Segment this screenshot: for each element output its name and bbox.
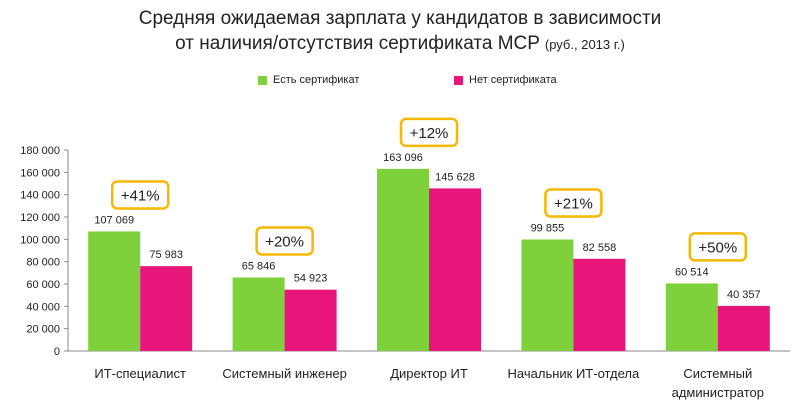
data-label: 60 514 — [675, 266, 709, 278]
y-tick-label: 20 000 — [26, 324, 60, 336]
data-label: 40 357 — [727, 289, 761, 301]
y-tick-label: 60 000 — [26, 279, 60, 291]
y-tick-label: 40 000 — [26, 301, 60, 313]
bar — [521, 239, 574, 351]
y-tick-label: 80 000 — [26, 257, 60, 269]
y-tick-label: 100 000 — [20, 234, 60, 246]
annotation-box — [544, 188, 603, 218]
legend-label-certified: Есть сертификат — [273, 74, 360, 86]
bar — [717, 305, 770, 351]
x-tick-label: администратор — [672, 385, 764, 400]
bar — [88, 231, 141, 351]
annotation-box — [110, 180, 170, 210]
y-tick-label: 0 — [54, 346, 60, 358]
bar — [284, 289, 337, 351]
x-tick-label: Системный инженер — [222, 366, 347, 381]
annotation-label: +50% — [698, 239, 737, 256]
chart-title-main: от наличия/отсутствия сертификата MCP — [175, 33, 540, 54]
bar — [232, 277, 285, 351]
legend-item-certified: Есть сертификат — [258, 74, 359, 86]
legend-swatch-uncertified — [454, 75, 463, 85]
data-label: 145 628 — [435, 171, 475, 183]
annotation-box — [688, 232, 748, 262]
bar — [665, 283, 718, 351]
y-tick-label: 120 000 — [20, 212, 60, 224]
data-label: 163 096 — [383, 152, 423, 164]
bar — [429, 188, 481, 351]
legend: Есть сертификат Нет сертификата — [0, 74, 800, 92]
chart-title-suffix: (руб., 2013 г.) — [544, 37, 625, 52]
legend-item-uncertified: Нет сертификата — [454, 74, 557, 86]
data-label: 82 558 — [583, 242, 617, 254]
x-tick-label: Директор ИТ — [390, 366, 468, 381]
annotation-label: +41% — [121, 187, 160, 204]
data-label: 107 069 — [94, 214, 134, 226]
legend-swatch-certified — [258, 75, 267, 85]
data-label: 65 846 — [242, 260, 276, 272]
y-tick-label: 160 000 — [20, 167, 60, 179]
y-tick-label: 180 000 — [20, 145, 60, 157]
data-label: 99 855 — [531, 222, 565, 234]
annotation-label: +12% — [410, 125, 449, 142]
x-tick-label: ИТ-специалист — [94, 366, 186, 381]
legend-label-uncertified: Нет сертификата — [469, 74, 557, 86]
bar — [140, 266, 193, 351]
data-label: 75 983 — [149, 249, 183, 261]
bar — [377, 168, 429, 351]
chart-title: Средняя ожидаемая зарплата у кандидатов … — [138, 8, 662, 29]
annotation-label: +20% — [265, 233, 304, 250]
chart-title-line-2: от наличия/отсутствия сертификата MCP (р… — [0, 33, 800, 55]
data-label: 54 923 — [294, 273, 328, 285]
x-tick-label: Системный — [683, 366, 752, 381]
annotation-box — [255, 226, 314, 256]
annotation-label: +21% — [554, 195, 593, 212]
annotation-box — [399, 117, 459, 148]
bar — [573, 258, 626, 351]
y-tick-label: 140 000 — [20, 190, 60, 202]
x-tick-label: Начальник ИТ-отдела — [508, 366, 640, 381]
